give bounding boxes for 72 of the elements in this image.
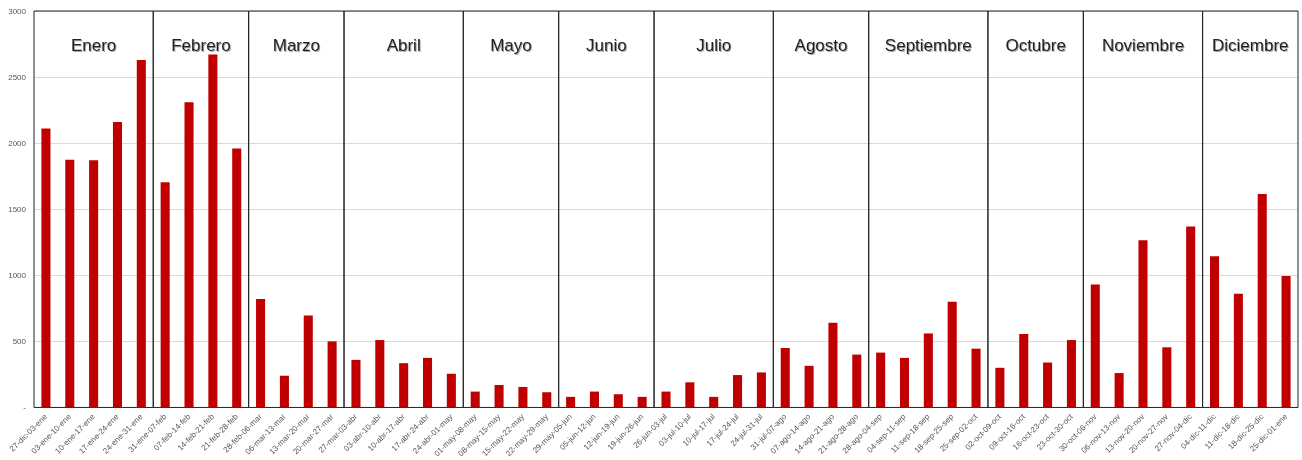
bar bbox=[1186, 226, 1196, 408]
band-label: Septiembre bbox=[884, 35, 972, 55]
band-label: Febrero bbox=[171, 35, 231, 55]
bar bbox=[256, 299, 266, 408]
bar bbox=[136, 59, 146, 408]
band-label: Julio bbox=[696, 35, 732, 55]
bar bbox=[518, 386, 528, 408]
bar bbox=[756, 372, 766, 408]
bar bbox=[303, 315, 313, 408]
band-label: Enero bbox=[70, 35, 117, 55]
bar bbox=[89, 160, 99, 408]
bar bbox=[709, 396, 719, 408]
bar bbox=[1233, 293, 1243, 408]
bar bbox=[1019, 334, 1029, 408]
band-label: Octubre bbox=[1005, 35, 1066, 55]
y-tick-label: 1500 bbox=[8, 204, 27, 214]
band-label: Agosto bbox=[794, 35, 848, 55]
bar bbox=[160, 182, 170, 408]
y-tick-label: 2000 bbox=[8, 138, 27, 148]
bar bbox=[446, 373, 456, 408]
bar bbox=[1281, 275, 1291, 408]
bar bbox=[232, 148, 242, 408]
bar bbox=[733, 375, 743, 408]
y-tick-label: 2500 bbox=[8, 72, 27, 82]
bar bbox=[899, 357, 910, 408]
bar bbox=[923, 333, 933, 408]
bar bbox=[65, 159, 75, 408]
bar bbox=[1138, 240, 1148, 408]
bar bbox=[112, 122, 122, 408]
bar bbox=[828, 322, 838, 408]
bar bbox=[1114, 373, 1124, 408]
bar bbox=[1162, 347, 1172, 408]
bar bbox=[661, 391, 671, 408]
bar bbox=[399, 363, 409, 408]
bar bbox=[494, 384, 504, 408]
bar bbox=[208, 54, 218, 408]
band-label: Mayo bbox=[490, 35, 532, 55]
bar bbox=[780, 347, 790, 408]
bar bbox=[685, 382, 695, 408]
bar bbox=[1257, 194, 1267, 408]
bar bbox=[589, 391, 599, 408]
bar bbox=[947, 301, 957, 408]
bar bbox=[1210, 256, 1220, 408]
bar bbox=[470, 391, 480, 408]
bar bbox=[1043, 362, 1053, 408]
bar bbox=[327, 341, 337, 408]
bar bbox=[637, 396, 647, 408]
bar bbox=[613, 394, 623, 408]
band-label: Diciembre bbox=[1212, 35, 1289, 55]
y-tick-label: 500 bbox=[12, 336, 27, 346]
bar bbox=[995, 367, 1005, 408]
bar bbox=[184, 102, 194, 408]
bar bbox=[375, 340, 385, 408]
band-label: Abril bbox=[386, 35, 421, 55]
y-tick-label: 1000 bbox=[8, 270, 27, 280]
bar bbox=[1090, 284, 1100, 408]
bar bbox=[876, 352, 886, 408]
bar bbox=[852, 354, 862, 408]
bar bbox=[351, 359, 361, 408]
bar bbox=[41, 128, 51, 408]
band-label: Junio bbox=[586, 35, 627, 55]
band-label: Marzo bbox=[272, 35, 320, 55]
bar bbox=[1066, 340, 1076, 408]
bar bbox=[566, 396, 576, 408]
bar bbox=[542, 392, 552, 408]
y-tick-label: 3000 bbox=[8, 6, 27, 16]
bar bbox=[422, 357, 433, 408]
band-label: Noviembre bbox=[1101, 35, 1185, 55]
y-tick-label: - bbox=[23, 402, 27, 412]
bar bbox=[971, 348, 981, 408]
bar bbox=[804, 365, 814, 408]
bar bbox=[279, 375, 289, 408]
